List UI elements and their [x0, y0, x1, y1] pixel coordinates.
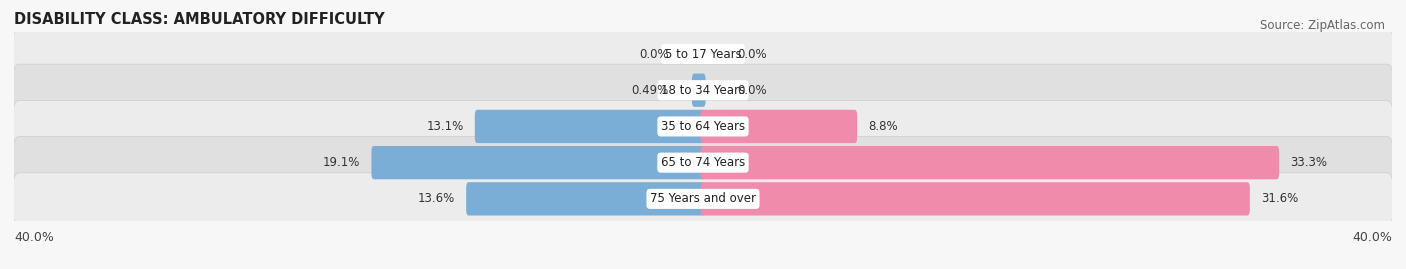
FancyBboxPatch shape	[700, 110, 858, 143]
FancyBboxPatch shape	[700, 182, 1250, 215]
FancyBboxPatch shape	[13, 100, 1393, 153]
FancyBboxPatch shape	[467, 182, 706, 215]
Text: 13.1%: 13.1%	[426, 120, 464, 133]
FancyBboxPatch shape	[13, 137, 1393, 189]
Text: DISABILITY CLASS: AMBULATORY DIFFICULTY: DISABILITY CLASS: AMBULATORY DIFFICULTY	[14, 12, 385, 27]
Text: 35 to 64 Years: 35 to 64 Years	[661, 120, 745, 133]
Text: 33.3%: 33.3%	[1291, 156, 1327, 169]
Text: 0.0%: 0.0%	[738, 48, 768, 61]
Text: 8.8%: 8.8%	[869, 120, 898, 133]
Text: 31.6%: 31.6%	[1261, 192, 1298, 205]
FancyBboxPatch shape	[475, 110, 706, 143]
Text: 40.0%: 40.0%	[14, 231, 53, 244]
FancyBboxPatch shape	[692, 73, 706, 107]
Text: 40.0%: 40.0%	[1353, 231, 1392, 244]
Text: 19.1%: 19.1%	[323, 156, 360, 169]
Text: 0.0%: 0.0%	[738, 84, 768, 97]
Text: Source: ZipAtlas.com: Source: ZipAtlas.com	[1260, 19, 1385, 32]
FancyBboxPatch shape	[13, 64, 1393, 116]
Text: 0.0%: 0.0%	[638, 48, 669, 61]
Text: 65 to 74 Years: 65 to 74 Years	[661, 156, 745, 169]
Text: 75 Years and over: 75 Years and over	[650, 192, 756, 205]
Text: 18 to 34 Years: 18 to 34 Years	[661, 84, 745, 97]
FancyBboxPatch shape	[13, 173, 1393, 225]
FancyBboxPatch shape	[371, 146, 706, 179]
Text: 0.49%: 0.49%	[631, 84, 669, 97]
FancyBboxPatch shape	[13, 28, 1393, 80]
FancyBboxPatch shape	[700, 146, 1279, 179]
Text: 13.6%: 13.6%	[418, 192, 456, 205]
Text: 5 to 17 Years: 5 to 17 Years	[665, 48, 741, 61]
